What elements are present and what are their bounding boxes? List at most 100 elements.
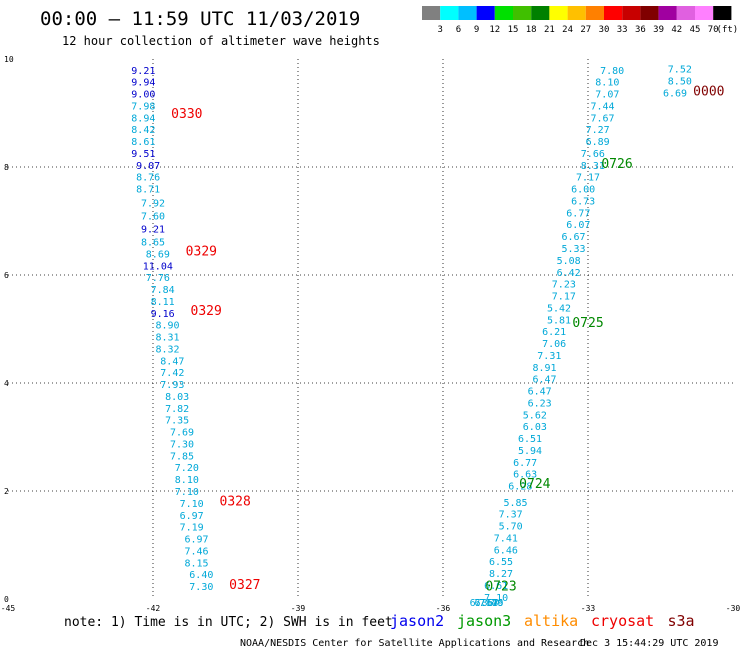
data-point-label: 7.31 — [537, 351, 561, 362]
color-scale-label: 6 — [456, 25, 461, 35]
data-point-label: 5.94 — [518, 446, 542, 457]
data-point-label: 5.42 — [547, 303, 571, 314]
data-point-label: 6.97 — [184, 535, 208, 546]
data-point-label: 6.77 — [566, 208, 590, 219]
color-scale-swatch — [440, 6, 459, 20]
data-point-label: 7.30 — [189, 582, 213, 593]
x-tick-label: -45 — [1, 604, 16, 613]
color-scale-label: 15 — [508, 25, 519, 35]
data-point-label: 7.52 — [668, 65, 692, 76]
data-point-label: 7.60 — [141, 212, 165, 223]
data-point-label: 5.70 — [499, 522, 523, 533]
data-point-label: 8.10 — [595, 78, 619, 89]
data-point-label: 8.69 — [146, 249, 170, 260]
color-scale-swatch — [676, 6, 695, 20]
pass-time-label: 0329 — [186, 245, 217, 260]
data-point-label: 7.84 — [151, 285, 175, 296]
data-point-label: 7.93 — [160, 380, 184, 391]
x-axis: -45 -42 -39 -36 -33 -30 — [1, 604, 740, 613]
data-point-label: 7.92 — [141, 199, 165, 210]
legend-entry: jason2 — [390, 612, 444, 630]
color-scale-label: 24 — [562, 25, 573, 35]
color-scale-swatch — [585, 6, 604, 20]
data-point-label: 6.07 — [566, 220, 590, 231]
y-tick-label: 2 — [4, 487, 9, 496]
data-point-label: 6.73 — [571, 196, 595, 207]
y-tick-label: 4 — [4, 379, 9, 388]
color-scale-swatch — [458, 6, 477, 20]
data-point-label: 6.23 — [528, 398, 552, 409]
y-tick-label: 10 — [4, 55, 14, 64]
color-scale-label: 70 — [708, 25, 719, 35]
color-scale-swatch — [658, 6, 677, 20]
color-scale-swatch — [549, 6, 568, 20]
color-scale-swatch — [640, 6, 659, 20]
data-point-label: 7.10 — [175, 487, 199, 498]
color-scale-swatch — [494, 6, 513, 20]
data-point-label: 7.44 — [590, 101, 614, 112]
data-point-label: 7.19 — [180, 523, 204, 534]
data-point-label: 8.90 — [155, 321, 179, 332]
data-point-label: 6.55 — [489, 557, 513, 568]
data-point-label: 7.67 — [590, 113, 614, 124]
data-point-label: 7.79 — [479, 598, 503, 609]
y-tick-label: 6 — [4, 271, 9, 280]
data-point-label: 7.37 — [499, 510, 523, 521]
data-point-label: 8.76 — [136, 173, 160, 184]
data-point-label: 7.27 — [586, 125, 610, 136]
data-point-label: 7.20 — [175, 463, 199, 474]
data-point-label: 8.31 — [581, 161, 605, 172]
data-point-label: 8.31 — [155, 333, 179, 344]
data-point-label: 5.33 — [561, 244, 585, 255]
y-axis: 0 2 4 6 8 10 — [4, 55, 14, 604]
color-scale-unit: (ft) — [717, 25, 739, 35]
color-scale-label: 39 — [653, 25, 664, 35]
data-point-label: 7.80 — [600, 66, 624, 77]
pass-time-label: 0723 — [485, 580, 516, 595]
data-point-label: 6.51 — [518, 434, 542, 445]
color-scale-swatch — [713, 6, 732, 20]
chart-title: 00:00 — 11:59 UTC 11/03/2019 — [40, 8, 360, 30]
x-tick-label: -39 — [291, 604, 306, 613]
data-point-label: 7.10 — [180, 499, 204, 510]
legend-entry: s3a — [668, 612, 695, 630]
color-scale-swatch — [695, 6, 714, 20]
data-point-label: 6.63 — [513, 470, 537, 481]
color-scale-label: 12 — [489, 25, 500, 35]
legend-entry: altika — [524, 612, 578, 630]
color-scale-swatch — [604, 6, 623, 20]
units-note: note: 1) Time is in UTC; 2) SWH is in fe… — [64, 615, 393, 630]
color-scale-label: 30 — [599, 25, 610, 35]
credit-line: NOAA/NESDIS Center for Satellite Applica… — [240, 638, 589, 649]
legend: jason2 jason3 altika cryosat s3a — [390, 612, 695, 630]
color-scale-swatch — [422, 6, 441, 20]
data-point-label: 6.97 — [180, 511, 204, 522]
pass-time-label: 0726 — [601, 157, 632, 172]
generated-timestamp: Dec 3 15:44:29 UTC 2019 — [580, 638, 718, 649]
data-point-label: 8.15 — [184, 558, 208, 569]
y-tick-label: 8 — [4, 163, 9, 172]
color-scale-swatch — [476, 6, 495, 20]
pass-time-label: 0000 — [693, 84, 724, 99]
color-scale-swatch — [567, 6, 586, 20]
data-point-label: 7.06 — [542, 339, 566, 350]
data-point-label: 5.08 — [557, 256, 581, 267]
legend-entry: cryosat — [591, 612, 654, 630]
legend-entry: jason3 — [457, 612, 511, 630]
data-point-label: 6.40 — [189, 570, 213, 581]
data-point-label: 7.07 — [595, 90, 619, 101]
data-point-label: 6.67 — [561, 232, 585, 243]
color-scale-label: 9 — [474, 25, 479, 35]
data-point-label: 6.47 — [528, 387, 552, 398]
data-point-label: 8.10 — [175, 475, 199, 486]
pass-time-label: 0724 — [519, 477, 550, 492]
data-point-label: 6.36 — [470, 598, 494, 609]
data-point-label: 11.04 — [143, 261, 173, 272]
data-point-label: 6.21 — [542, 327, 566, 338]
data-point-label: 7.85 — [170, 451, 194, 462]
x-tick-label: -30 — [726, 604, 740, 613]
color-scale-swatch — [622, 6, 641, 20]
data-point-label: 7.76 — [146, 273, 170, 284]
data-point-label: 8.91 — [532, 363, 556, 374]
